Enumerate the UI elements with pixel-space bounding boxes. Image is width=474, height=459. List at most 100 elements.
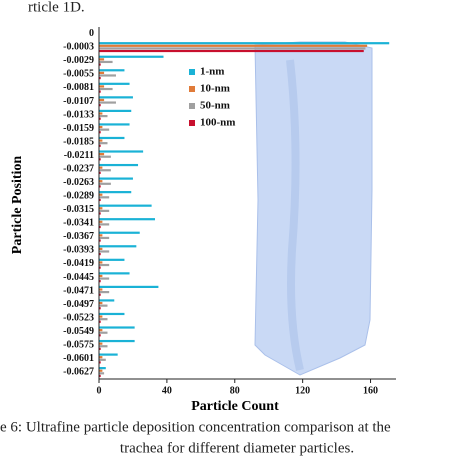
bar — [99, 212, 101, 215]
bar — [99, 104, 101, 107]
y-tick-label: -0.0133 — [63, 109, 94, 120]
bar — [99, 304, 108, 307]
bar — [99, 339, 135, 343]
caption-line: trachea for different diameter particles… — [120, 440, 354, 456]
y-tick-label: 0 — [89, 28, 94, 39]
bar — [99, 85, 105, 88]
bar — [99, 277, 110, 280]
bar — [99, 247, 103, 250]
bar — [99, 44, 368, 47]
bar — [99, 42, 390, 45]
bar — [99, 125, 103, 129]
y-tick-label: -0.0575 — [63, 339, 94, 350]
bar — [99, 123, 130, 126]
bar — [99, 315, 103, 318]
bar — [99, 301, 103, 305]
bar — [99, 356, 103, 359]
bar — [99, 280, 101, 283]
header-text: rticle 1D. — [28, 0, 85, 15]
legend-label: 100-nm — [200, 117, 235, 129]
y-tick-label: -0.0263 — [63, 177, 94, 188]
bar — [99, 369, 103, 372]
bar — [99, 342, 103, 345]
bar — [99, 198, 101, 202]
bar — [99, 150, 144, 153]
bar — [99, 98, 105, 102]
y-tick-label: -0.0367 — [63, 231, 94, 242]
bar — [99, 90, 101, 93]
bar — [99, 115, 108, 118]
bar — [99, 101, 116, 104]
bar — [99, 231, 140, 234]
bar — [99, 109, 132, 112]
bar — [99, 49, 364, 53]
bar — [99, 142, 108, 145]
bar — [99, 234, 103, 237]
bar — [99, 285, 159, 288]
bar — [99, 326, 135, 329]
legend-label: 50-nm — [200, 100, 230, 112]
bar — [99, 272, 130, 275]
bar — [99, 372, 105, 375]
y-tick-label: -0.0549 — [63, 326, 94, 337]
bar — [99, 193, 103, 196]
x-tick-label: 40 — [162, 385, 172, 396]
bar — [99, 180, 103, 183]
legend-label: 1-nm — [200, 66, 224, 78]
y-tick-label: -0.0445 — [63, 272, 94, 283]
bar — [99, 361, 101, 364]
bar — [99, 209, 110, 212]
legend-swatch — [189, 120, 195, 126]
bar — [99, 171, 101, 174]
bar — [99, 47, 366, 50]
bar — [99, 329, 103, 332]
bar — [99, 220, 103, 223]
bar — [99, 345, 108, 348]
bar — [99, 71, 105, 74]
bar — [99, 353, 118, 356]
x-tick-label: 80 — [230, 385, 240, 396]
bar — [99, 258, 125, 261]
bar — [99, 239, 101, 242]
y-tick-label: -0.0055 — [63, 69, 94, 80]
bar — [99, 185, 101, 188]
bar — [99, 358, 106, 361]
y-tick-label: -0.0341 — [63, 218, 94, 229]
bar — [99, 288, 103, 291]
bar — [99, 60, 113, 64]
trachea-image — [254, 41, 373, 376]
trachea-shading — [286, 59, 304, 371]
y-tick-label: -0.0601 — [63, 353, 94, 364]
y-tick-label: -0.0237 — [63, 163, 94, 174]
bar — [99, 177, 133, 180]
bar — [99, 153, 105, 156]
bar — [99, 131, 101, 134]
bar — [99, 261, 103, 264]
y-tick-label: -0.0497 — [63, 299, 94, 310]
bar — [99, 128, 110, 131]
bar — [99, 182, 111, 185]
bar — [99, 87, 113, 91]
y-tick-label: -0.0211 — [64, 150, 94, 161]
bar — [99, 223, 110, 226]
bar — [99, 158, 101, 161]
bar — [99, 293, 101, 296]
y-tick-label: -0.0419 — [63, 258, 94, 269]
bar — [99, 155, 111, 158]
bar — [99, 225, 101, 229]
caption-line: e 6: Ultrafine particle deposition conce… — [0, 419, 391, 435]
y-tick-label: -0.0185 — [63, 136, 94, 147]
bar — [99, 218, 156, 221]
bar — [99, 55, 164, 58]
bar — [99, 117, 101, 120]
bar — [99, 331, 108, 334]
bar — [99, 250, 110, 253]
bar — [99, 96, 133, 99]
bar — [99, 58, 105, 61]
bar — [99, 163, 139, 167]
bar — [99, 347, 101, 350]
y-tick-label: -0.0315 — [63, 204, 94, 215]
bar — [99, 245, 137, 248]
y-tick-label: -0.0471 — [63, 285, 94, 296]
